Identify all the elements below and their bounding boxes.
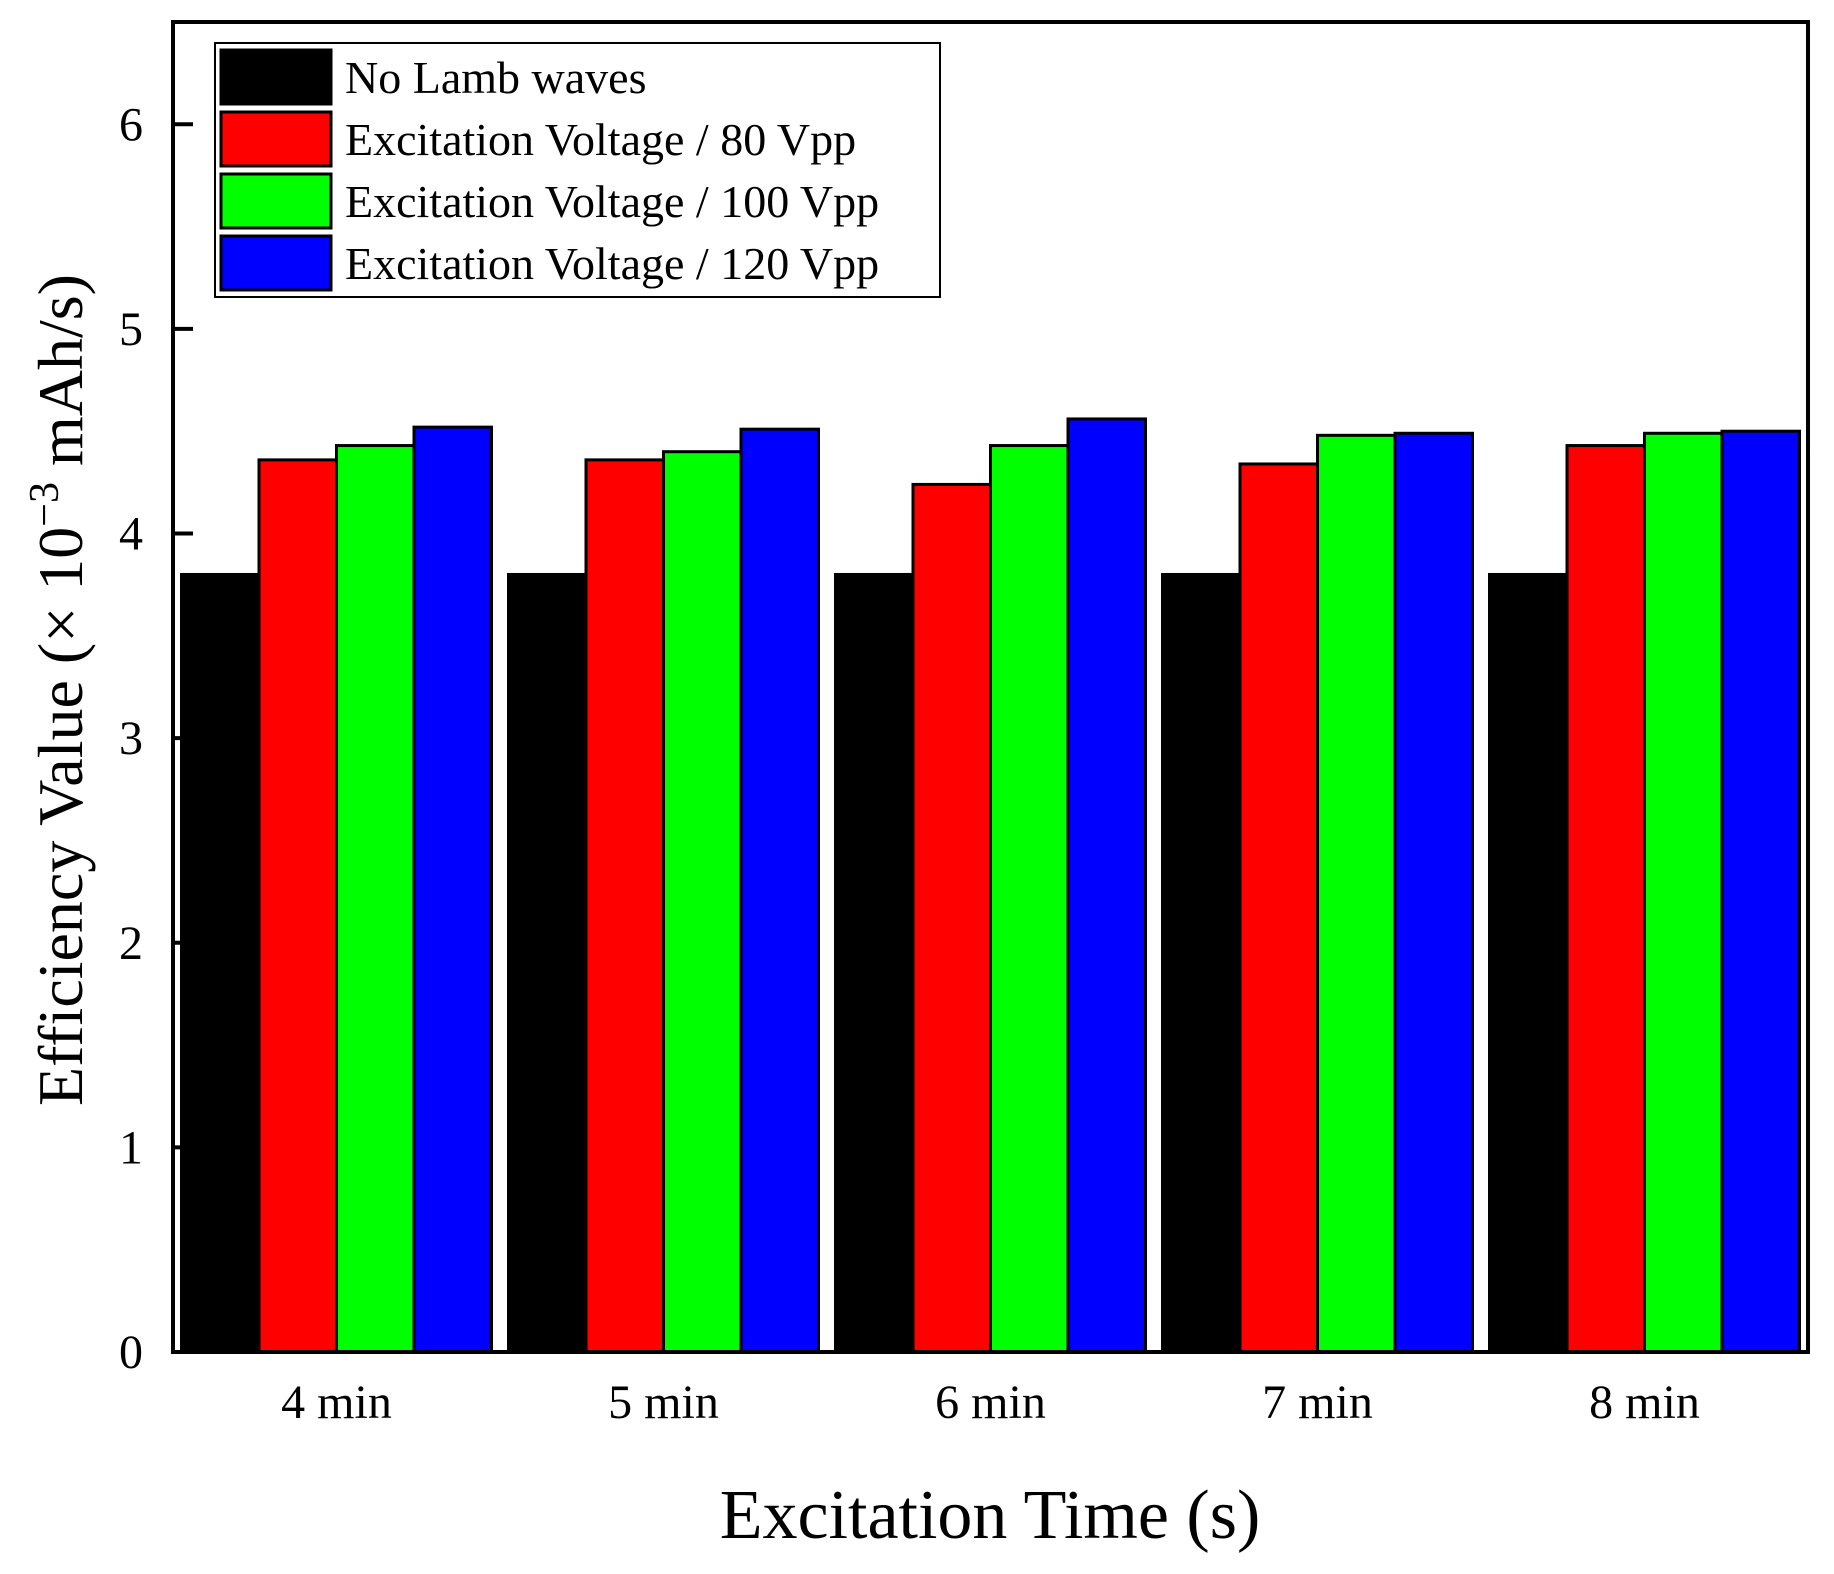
bar-1-4-min: [180, 572, 261, 1354]
legend-label: No Lamb waves: [345, 52, 646, 103]
bar-4-4-min: [412, 425, 493, 1354]
y-axis-title-prefix: Efficiency Value (× 10: [25, 527, 96, 1106]
legend-swatch: [219, 172, 333, 230]
x-tick-label: 6 min: [935, 1376, 1046, 1429]
bar-1-8-min: [1488, 572, 1569, 1354]
y-tick-label: 2: [119, 917, 143, 970]
bar-2-8-min: [1565, 444, 1646, 1354]
x-tick-label: 4 min: [281, 1376, 392, 1429]
y-tick-label: 6: [119, 98, 143, 151]
bar-3-5-min: [662, 450, 743, 1354]
y-tick-label: 1: [119, 1121, 143, 1174]
plot-frame: [171, 20, 1810, 1354]
bar-4-6-min: [1066, 417, 1147, 1354]
bar-4-7-min: [1393, 431, 1474, 1354]
bar-4-5-min: [739, 427, 820, 1354]
legend-swatch: [219, 110, 333, 168]
bar-1-5-min: [507, 572, 588, 1354]
x-tick-label: 5 min: [608, 1376, 719, 1429]
bar-3-4-min: [335, 444, 416, 1354]
bar-1-7-min: [1161, 572, 1242, 1354]
bar-1-6-min: [834, 572, 915, 1354]
legend-swatch: [219, 48, 333, 106]
x-axis: 4 min 5 min 6 min 7 min 8 min: [281, 1376, 1700, 1429]
bar-3-6-min: [989, 444, 1070, 1354]
x-axis-title: Excitation Time (s): [720, 1477, 1261, 1554]
bars-layer: [180, 417, 1801, 1354]
legend-frame: [214, 42, 941, 298]
legend-label: Excitation Voltage / 80 Vpp: [345, 114, 856, 165]
legend-label: Excitation Voltage / 100 Vpp: [345, 176, 879, 227]
y-tick-label: 0: [119, 1326, 143, 1379]
y-axis: 0 1 2 3 4 5 6: [119, 98, 193, 1379]
y-tick-label: 3: [119, 712, 143, 765]
bar-2-4-min: [257, 458, 338, 1354]
bar-3-8-min: [1643, 431, 1724, 1354]
y-tick-label: 4: [119, 508, 143, 561]
y-axis-title-exponent: −3: [22, 482, 68, 527]
y-tick-label: 5: [119, 303, 143, 356]
y-axis-title-suffix: mAh/s): [25, 274, 96, 482]
legend-swatch: [219, 234, 333, 292]
x-tick-label: 7 min: [1262, 1376, 1373, 1429]
bar-4-8-min: [1720, 429, 1801, 1354]
legend: No Lamb waves Excitation Voltage / 80 Vpp…: [214, 42, 941, 298]
bar-2-5-min: [584, 458, 665, 1354]
bar-3-7-min: [1316, 433, 1397, 1354]
x-tick-label: 8 min: [1589, 1376, 1700, 1429]
bar-2-7-min: [1238, 462, 1319, 1354]
y-axis-title: Efficiency Value (× 10−3 mAh/s): [22, 274, 96, 1106]
bar-2-6-min: [911, 482, 992, 1354]
legend-label: Excitation Voltage / 120 Vpp: [345, 238, 879, 289]
